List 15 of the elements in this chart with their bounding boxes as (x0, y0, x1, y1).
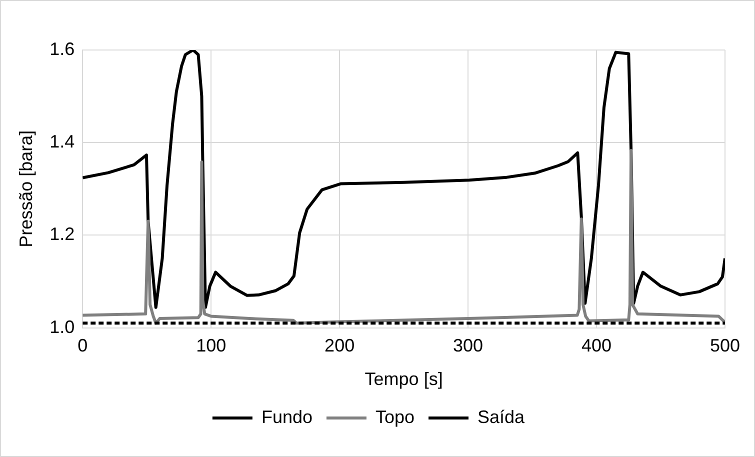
x-tick-label: 500 (710, 336, 740, 356)
y-tick-label: 1.2 (50, 224, 75, 244)
x-tick-label: 400 (582, 336, 612, 356)
y-axis-title: Pressão [bara] (16, 130, 36, 248)
y-tick-label: 1.4 (50, 132, 75, 152)
legend-label: Saída (478, 406, 526, 427)
x-tick-label: 0 (78, 336, 88, 356)
x-tick-label: 200 (324, 336, 355, 356)
legend-label: Topo (375, 406, 415, 427)
x-tick-label: 100 (196, 336, 226, 356)
y-tick-label: 1.6 (50, 38, 75, 59)
x-tick-label: 300 (453, 336, 484, 356)
x-axis-title: Tempo [s] (364, 369, 443, 390)
legend-label: Fundo (261, 406, 312, 427)
y-tick-label: 1.0 (50, 316, 75, 337)
